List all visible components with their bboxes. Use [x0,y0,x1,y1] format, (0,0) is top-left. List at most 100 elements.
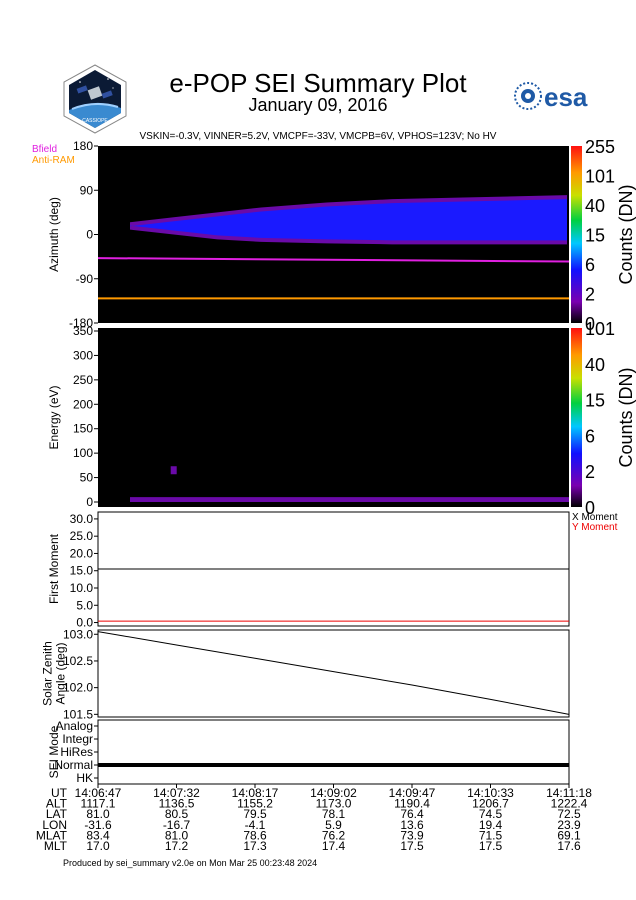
azimuth-axis-tick-label: -90 [76,272,94,286]
instrument-settings: VSKIN=-0.3V, VINNER=5.2V, VMCPF=-33V, VM… [139,131,497,142]
ephemeris-cell: 13.6 [400,818,424,832]
ephemeris-cell: 74.5 [479,807,503,821]
energy-colorbar-label: Counts (DN) [616,367,636,467]
legend-antiram: Anti-RAM [32,155,75,166]
moment-axis-tick-label: 20.0 [70,546,94,560]
esa-logo-text: esa [544,82,588,112]
ephemeris-cell: 17.5 [400,839,424,853]
ephemeris-cell: 17.0 [86,839,110,853]
azimuth-colorbar-tick-label: 6 [585,255,595,275]
ephemeris-cell: 76.4 [400,807,424,821]
ephemeris-cell: 19.4 [479,818,503,832]
ephemeris-label-lon: LON [42,818,67,832]
sza-axis-tick-label: 102.5 [63,654,93,668]
ephemeris-cell: -31.6 [84,818,112,832]
energy-colorbar-tick-label: 15 [585,391,605,411]
energy-axis-tick-label: 350 [73,324,93,338]
legend-bfield: Bfield [32,144,58,155]
ephemeris-cell: 79.5 [243,807,267,821]
ephemeris-cell: 73.9 [400,828,424,842]
ephemeris-cell: 1222.4 [551,797,588,811]
ephemeris-label-mlt: MLT [44,839,68,853]
energy-axis-tick-label: 0 [86,495,93,509]
energy-colorbar-tick-label: 40 [585,355,605,375]
ephemeris-cell: 76.2 [322,828,346,842]
ephemeris-cell: 81.0 [165,828,189,842]
azimuth-axis-tick-label: 90 [80,183,94,197]
moment-axis-tick-label: 25.0 [70,529,94,543]
sza-axis-tick-label: 102.0 [63,681,93,695]
epop-logo: CASSIOPE [60,64,130,134]
energy-colorbar-tick-label: 6 [585,426,595,446]
bfield-line [97,257,570,263]
mode-axis-tick-label: Normal [54,758,93,772]
ephemeris-cell: 14:09:02 [310,786,357,800]
moment-axis-label: First Moment [47,533,61,604]
plot-date: January 09, 2016 [248,95,388,115]
ephemeris-cell: 14:06:47 [75,786,122,800]
ephemeris-label-lat: LAT [46,807,68,821]
ephemeris-cell: 71.5 [479,828,503,842]
ephemeris-cell: 80.5 [165,807,189,821]
moment-axis-tick-label: 15.0 [70,564,94,578]
azimuth-colorbar-tick-label: 0 [585,314,595,334]
mode-axis-tick-label: Analog [56,719,93,733]
azimuth-colorbar-label: Counts (DN) [616,184,636,284]
ephemeris-cell: 1190.4 [394,797,430,811]
ephemeris-cell: 1155.2 [237,797,273,811]
sza-axis-tick-label: 103.0 [63,627,93,641]
ephemeris-cell: 14:10:33 [467,786,514,800]
mode-axis-tick-label: Integr [62,732,93,746]
moment-axis-tick-label: 10.0 [70,581,94,595]
ephemeris-cell: 78.1 [322,807,346,821]
energy-axis-tick-label: 150 [73,422,93,436]
mode-axis-label: SEI Mode [47,725,61,778]
ephemeris-label-ut: UT [51,786,68,800]
mode-axis-tick-label: HK [76,771,93,785]
esa-logo: esa [512,80,612,112]
ephemeris-cell: 69.1 [557,828,581,842]
azimuth-colorbar [571,146,582,323]
sza-axis-label: Angle (deg) [54,642,68,704]
sza-axis-label: Solar Zenith [41,641,55,706]
azimuth-band-core [130,199,567,241]
mode-panel-frame [97,719,570,785]
ephemeris-cell: 17.4 [322,839,346,853]
ephemeris-cell: 17.6 [557,839,581,853]
legend-y-moment: Y Moment [572,522,618,533]
legend-x-moment: X Moment [572,512,618,523]
energy-axis-tick-label: 200 [73,397,93,411]
energy-colorbar-tick-label: 0 [585,498,595,518]
ephemeris-cell: 14:08:17 [232,786,279,800]
azimuth-axis-tick-label: -180 [69,316,93,330]
ephemeris-cell: -16.7 [163,818,191,832]
ephemeris-cell: 83.4 [86,828,110,842]
footer-credit: Produced by sei_summary v2.0e on Mon Mar… [63,858,318,868]
ephemeris-cell: 78.6 [243,828,267,842]
energy-axis-label: Energy (eV) [47,385,61,449]
azimuth-axis-tick-label: 0 [86,228,93,242]
sza-panel-frame [97,629,570,718]
energy-colorbar-tick-label: 2 [585,462,595,482]
ephemeris-cell: 17.3 [243,839,267,853]
azimuth-colorbar-tick-label: 101 [585,167,615,187]
moment-axis-tick-label: 30.0 [70,512,94,526]
azimuth-colorbar-tick-label: 15 [585,226,605,246]
ephemeris-cell: -4.1 [245,818,266,832]
moment-axis-tick-label: 0.0 [76,616,93,630]
ephemeris-cell: 23.9 [557,818,581,832]
moment-axis-tick-label: 5.0 [76,598,93,612]
ephemeris-label-alt: ALT [46,797,68,811]
azimuth-colorbar-tick-label: 40 [585,196,605,216]
energy-low-band [130,497,569,502]
mode-axis-tick-label: HiRes [60,745,93,759]
azimuth-colorbar-tick-label: 255 [585,137,615,157]
energy-axis-tick-label: 50 [80,471,94,485]
energy-axis-tick-label: 250 [73,373,93,387]
ephemeris-cell: 14:07:32 [153,786,200,800]
energy-axis-tick-label: 300 [73,348,93,362]
ephemeris-cell: 14:11:18 [546,786,592,800]
azimuth-axis-label: Azimuth (deg) [47,197,61,272]
energy-panel-background [98,328,569,507]
